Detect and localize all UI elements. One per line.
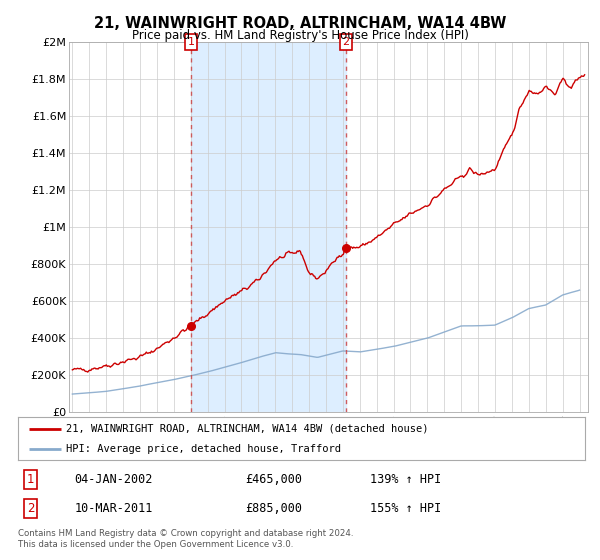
Text: Price paid vs. HM Land Registry's House Price Index (HPI): Price paid vs. HM Land Registry's House … — [131, 29, 469, 42]
Text: 1: 1 — [187, 37, 194, 47]
Text: 2: 2 — [27, 502, 34, 515]
Text: 2: 2 — [343, 37, 350, 47]
Text: Contains HM Land Registry data © Crown copyright and database right 2024.
This d: Contains HM Land Registry data © Crown c… — [18, 529, 353, 549]
Text: £465,000: £465,000 — [245, 473, 302, 486]
Text: 139% ↑ HPI: 139% ↑ HPI — [370, 473, 441, 486]
Text: 21, WAINWRIGHT ROAD, ALTRINCHAM, WA14 4BW (detached house): 21, WAINWRIGHT ROAD, ALTRINCHAM, WA14 4B… — [66, 424, 428, 434]
Text: 21, WAINWRIGHT ROAD, ALTRINCHAM, WA14 4BW: 21, WAINWRIGHT ROAD, ALTRINCHAM, WA14 4B… — [94, 16, 506, 31]
Bar — [191, 42, 346, 412]
Text: 155% ↑ HPI: 155% ↑ HPI — [370, 502, 441, 515]
Text: 10-MAR-2011: 10-MAR-2011 — [75, 502, 153, 515]
Text: 04-JAN-2002: 04-JAN-2002 — [75, 473, 153, 486]
Text: HPI: Average price, detached house, Trafford: HPI: Average price, detached house, Traf… — [66, 445, 341, 454]
Text: 1: 1 — [27, 473, 34, 486]
Text: £885,000: £885,000 — [245, 502, 302, 515]
